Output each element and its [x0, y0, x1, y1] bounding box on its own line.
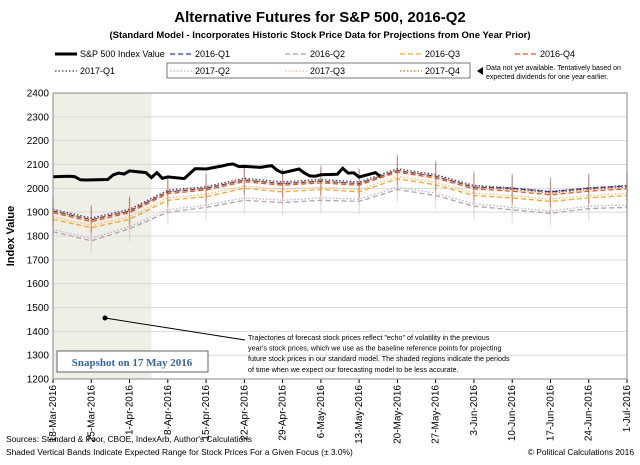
plot-border [52, 92, 628, 380]
legend-note: Data not yet available. Tentatively base… [486, 65, 621, 81]
series-line-2017-q3 [52, 175, 628, 226]
y-tick-label: 1700 [27, 255, 50, 266]
legend: S&P 500 Index Value 2016-Q1 2016-Q2 2016-Q3… [55, 49, 621, 81]
legend-label: 2017-Q2 [195, 66, 230, 76]
x-tick-label: 8-Apr-2016 [163, 385, 174, 435]
y-tick-label: 2300 [27, 112, 50, 123]
legend-label: 2016-Q4 [540, 49, 575, 59]
series-line-2017-q2 [52, 186, 628, 240]
legend-label: 2016-Q1 [195, 49, 230, 59]
footer-bands: Shaded Vertical Bands Indicate Expected … [6, 447, 353, 457]
y-tick-label: 2400 [27, 89, 50, 100]
series-line-2016-q4 [52, 171, 628, 223]
legend-label: 2016-Q3 [425, 49, 460, 59]
series-line-2016-q2 [52, 188, 628, 242]
y-tick-label: 2000 [27, 184, 50, 195]
x-tick-label: 15-Apr-2016 [201, 385, 212, 441]
chart-title: Alternative Futures for S&P 500, 2016-Q2 [174, 9, 466, 26]
series-line-2017-q4 [52, 169, 628, 221]
series-line-2016-q3 [52, 178, 628, 229]
x-tick-label: 13-May-2016 [354, 385, 365, 444]
y-tick-label: 2200 [27, 136, 50, 147]
legend-label: 2017-Q3 [310, 66, 345, 76]
footer-sources: Sources: Standard & Poor, CBOE, IndexArb… [6, 434, 252, 444]
x-tick-label: 1-Apr-2016 [125, 385, 136, 435]
plot-area: 1200 1300 1400 1500 1600 1700 1800 1900 2000 2100… [27, 89, 633, 444]
annotation-text: Trajectories of forecast stock prices re… [248, 333, 510, 374]
x-tick-label: 20-May-2016 [392, 385, 403, 444]
y-axis-label: Index Value [5, 206, 17, 267]
x-tick-label: 27-May-2016 [431, 385, 442, 444]
y-tick-label: 1800 [27, 232, 50, 243]
series-line-2017-q1 [52, 168, 628, 219]
annotation-leader [104, 317, 246, 341]
x-tick-label: 25-Mar-2016 [86, 385, 97, 443]
y-tick-label: 1900 [27, 208, 50, 219]
legend-label: S&P 500 Index Value [80, 49, 165, 59]
legend-note-arrow [477, 67, 483, 75]
y-tick-label: 1400 [27, 327, 50, 338]
snapshot-label: Snapshot on 17 May 2016 [72, 357, 193, 369]
y-tick-label: 2100 [27, 160, 50, 171]
x-tick-label: 3-Jun-2016 [469, 385, 480, 436]
y-tick-label: 1200 [27, 375, 50, 386]
x-tick-label: 17-Jun-2016 [545, 385, 556, 442]
x-tick-label: 24-Jun-2016 [584, 385, 595, 442]
y-tick-label: 1600 [27, 279, 50, 290]
legend-label: 2017-Q1 [80, 66, 115, 76]
y-tick-label: 1500 [27, 303, 50, 314]
x-tick-label: 1-Jul-2016 [622, 385, 633, 433]
x-tick-label: 18-Mar-2016 [48, 385, 59, 443]
legend-label: 2016-Q2 [310, 49, 345, 59]
legend-label: 2017-Q4 [425, 66, 460, 76]
x-tick-label: 10-Jun-2016 [507, 385, 518, 442]
y-tick-label: 1300 [27, 351, 50, 362]
x-tick-label: 22-Apr-2016 [239, 385, 250, 441]
snapshot-box [56, 350, 209, 373]
legend-unavailable-box [166, 62, 471, 79]
x-tick-label: 6-May-2016 [316, 385, 327, 439]
series-line-s-p-500-index-value [52, 162, 382, 182]
x-tick-label: 29-Apr-2016 [278, 385, 289, 441]
chart-subtitle: (Standard Model - Incorporates Historic … [109, 30, 530, 41]
footer-copyright: © Political Calculations 2016 [528, 447, 635, 457]
